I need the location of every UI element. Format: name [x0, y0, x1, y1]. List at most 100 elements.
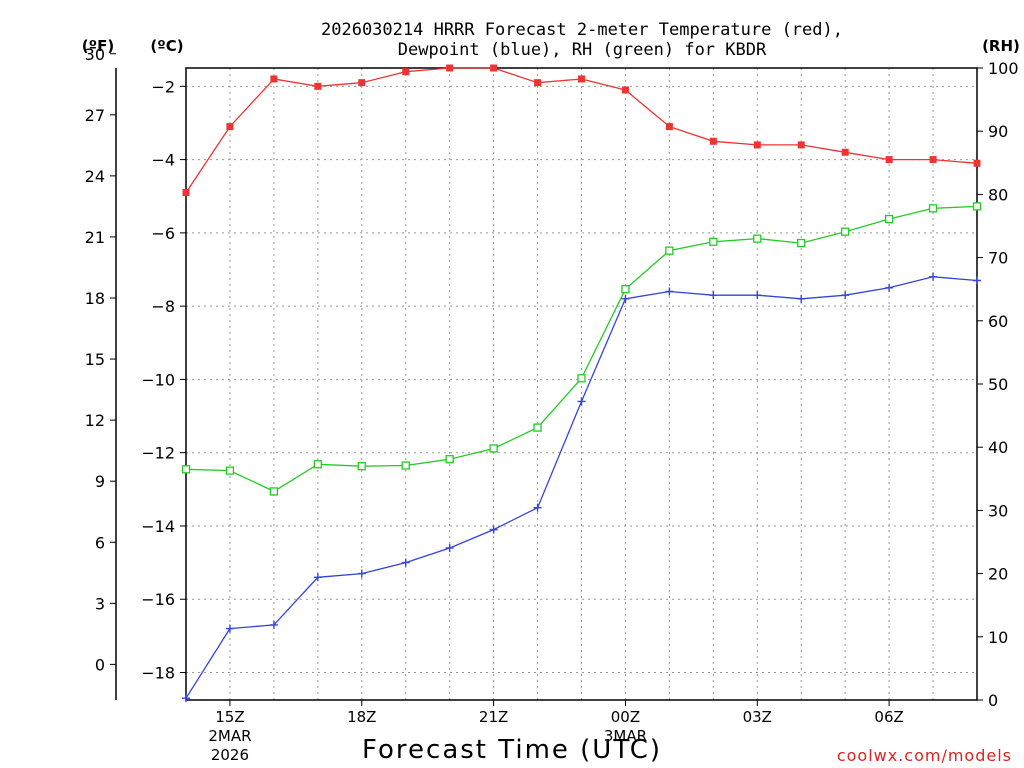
dewpoint-point	[401, 558, 410, 567]
x-tick-label: 06Z	[874, 708, 903, 726]
rh-tick-label: 90	[988, 122, 1008, 141]
fahrenheit-tick-label: 24	[85, 167, 105, 186]
dewpoint-point	[533, 503, 542, 512]
dewpoint-point	[797, 294, 806, 303]
rh-point	[357, 462, 366, 471]
rh-tick-label: 60	[988, 312, 1008, 331]
temperature-point	[841, 148, 849, 156]
temperature-point	[402, 68, 410, 76]
rh-point	[445, 455, 454, 464]
celsius-tick-label: −10	[141, 370, 175, 389]
dewpoint-point	[665, 287, 674, 296]
x-tick-year-label: 2026	[211, 746, 249, 764]
dewpoint-point	[885, 283, 894, 292]
temperature-point	[665, 123, 673, 131]
rh-tick-label: 70	[988, 249, 1008, 268]
celsius-tick-label: −8	[151, 297, 175, 316]
rh-tick-label: 50	[988, 375, 1008, 394]
grid-lines	[186, 68, 977, 700]
celsius-tick-label: −14	[141, 517, 175, 536]
rh-point	[753, 234, 762, 243]
data-series	[181, 64, 982, 703]
temperature-point	[578, 75, 585, 83]
rh-point	[928, 204, 938, 213]
tick-labels: −18 −16 −14 −12 −10 −8 −6 −4 −2 0 3 6 9 12 15 18 21 24 27 3…	[85, 45, 1019, 764]
celsius-tick-label: −18	[141, 664, 175, 683]
rh-point	[577, 374, 586, 383]
dewpoint-point	[182, 694, 190, 703]
chart-title-line1: 2026030214 HRRR Forecast 2-meter Tempera…	[321, 20, 843, 40]
dewpoint-point	[753, 291, 762, 300]
temperature-point	[929, 156, 937, 164]
fahrenheit-tick-label: 3	[95, 594, 105, 613]
rh-point	[621, 285, 630, 294]
dewpoint-point	[929, 272, 938, 281]
temperature-point	[490, 64, 498, 72]
dewpoint-point	[841, 291, 850, 300]
x-tick-label: 21Z	[479, 708, 508, 726]
rh-tick-label: 30	[988, 501, 1008, 520]
dewpoint-point	[357, 569, 366, 578]
x-tick-label: 00Z	[611, 708, 640, 726]
dewpoint-point	[577, 397, 586, 406]
fahrenheit-tick-label: 12	[85, 411, 105, 430]
dewpoint-line	[185, 276, 978, 699]
axes	[115, 67, 978, 701]
series-dewpoint	[182, 272, 981, 703]
temperature-point	[270, 75, 278, 83]
rh-tick-label: 10	[988, 628, 1008, 647]
celsius-tick-label: −4	[151, 151, 175, 170]
dewpoint-point	[225, 624, 234, 633]
celsius-tick-label: −6	[151, 224, 175, 243]
celsius-tick-label: −12	[141, 444, 175, 463]
fahrenheit-axis-label: (ºF)	[82, 37, 114, 55]
temperature-point	[709, 137, 717, 145]
fahrenheit-tick-label: 30	[85, 45, 105, 64]
temperature-point	[314, 82, 322, 90]
watermark: coolwx.com/models	[837, 746, 1012, 765]
series-rh	[181, 202, 982, 496]
rh-tick-label: 80	[988, 185, 1008, 204]
rh-point	[313, 460, 322, 469]
rh-axis-label: (RH)	[982, 37, 1020, 55]
temperature-point	[797, 141, 805, 149]
rh-point	[533, 423, 542, 432]
x-tick-date-label: 3MAR	[604, 727, 647, 745]
temperature-point	[226, 123, 234, 131]
rh-point	[269, 487, 279, 496]
x-axis-title: Forecast Time (UTC)	[362, 735, 662, 765]
dewpoint-point	[709, 291, 718, 300]
fahrenheit-tick-label: 9	[95, 472, 105, 491]
x-tick-date-label: 2MAR	[208, 727, 251, 745]
plot-frame	[185, 67, 978, 701]
x-tick-label: 15Z	[215, 708, 244, 726]
rh-tick-label: 100	[988, 59, 1019, 78]
dewpoint-point	[269, 620, 278, 629]
fahrenheit-tick-label: 15	[85, 350, 105, 369]
dewpoint-point	[445, 543, 454, 552]
temperature-point	[446, 64, 454, 72]
rh-point	[401, 461, 410, 470]
temperature-point	[753, 141, 761, 149]
rh-tick-label: 40	[988, 438, 1008, 457]
rh-point	[489, 444, 498, 453]
rh-point	[665, 246, 674, 255]
temperature-point	[621, 86, 629, 94]
dewpoint-point	[313, 573, 322, 582]
rh-point	[797, 238, 806, 248]
rh-tick-label: 0	[988, 691, 998, 710]
rh-point	[972, 202, 982, 211]
series-temperature	[182, 64, 981, 197]
celsius-axis-label: (ºC)	[150, 37, 183, 55]
fahrenheit-tick-label: 6	[95, 533, 105, 552]
celsius-tick-label: −2	[151, 77, 175, 96]
dewpoint-point	[973, 276, 981, 285]
temperature-point	[973, 159, 981, 167]
rh-point	[225, 466, 235, 475]
dewpoint-point	[621, 294, 630, 303]
temperature-point	[534, 79, 542, 87]
chart-title-line2: Dewpoint (blue), RH (green) for KBDR	[398, 40, 767, 60]
rh-point	[841, 227, 850, 236]
rh-point	[181, 465, 191, 474]
